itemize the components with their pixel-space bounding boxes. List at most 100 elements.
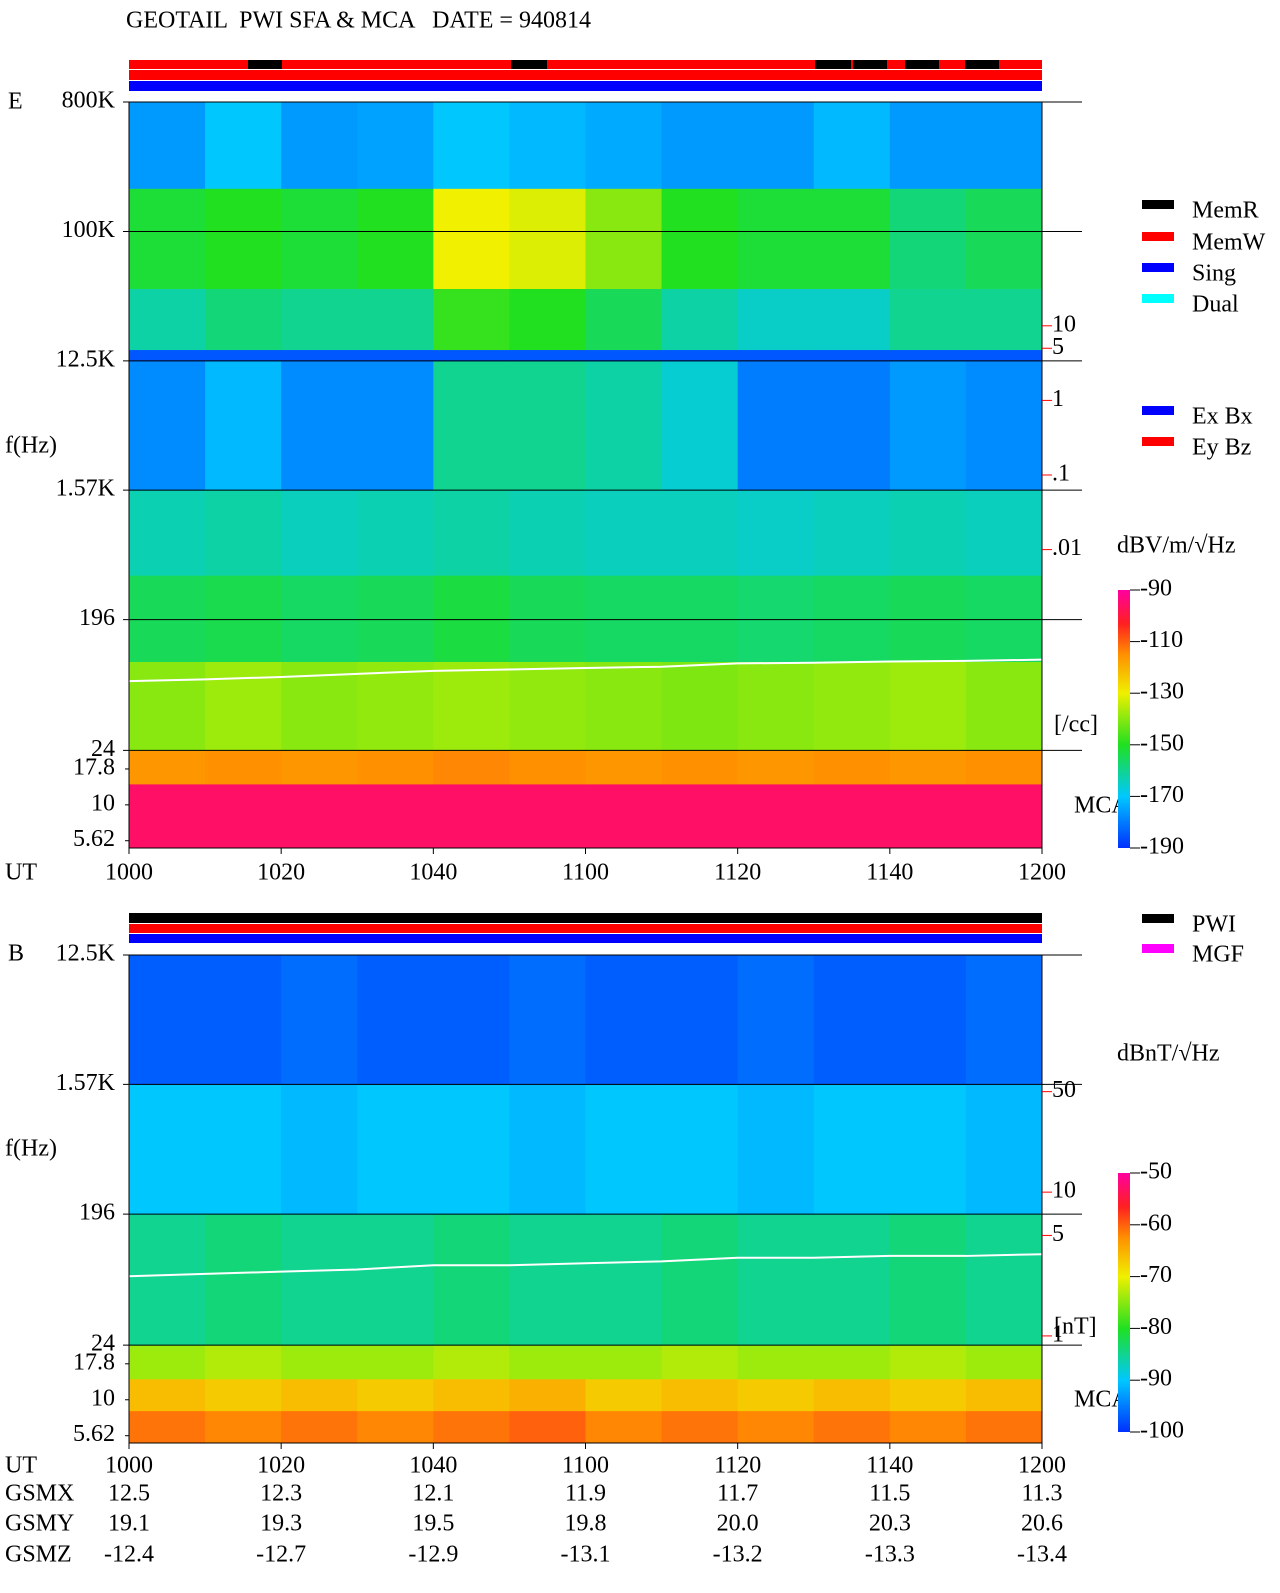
orbit-value: 12.3: [260, 1481, 302, 1507]
spectrogram-cell: [205, 661, 282, 751]
spectrogram-cell: [585, 288, 663, 351]
spectrogram-cell: [737, 360, 815, 491]
mode-segment: [965, 60, 999, 69]
spectrogram-cell: [129, 1345, 206, 1380]
orbit-value: 19.8: [565, 1511, 607, 1537]
spectrogram-cell: [509, 1084, 586, 1215]
spectrogram-cell: [661, 360, 739, 491]
spectrogram-cell: [129, 661, 206, 751]
spectrogram-cell: [433, 490, 510, 576]
spectrogram-cell: [585, 490, 663, 576]
spectrogram-cell: [509, 1378, 586, 1412]
spectrogram-cell: [813, 1345, 891, 1380]
spectrogram-cell: [433, 750, 510, 785]
spectrogram-cell: [281, 1410, 358, 1444]
spectrogram-cell: [509, 490, 586, 576]
spectrogram-cell: [129, 188, 206, 289]
colorbar-label: dBV/m/√Hz: [1117, 533, 1236, 559]
mode-segment: [905, 60, 939, 69]
spectrogram-cell: [889, 750, 967, 785]
y-tick-label: 24: [91, 736, 115, 762]
spectrogram-cell: [357, 1084, 434, 1215]
spectrogram-cell: [813, 288, 891, 351]
spectrogram-cell: [889, 1345, 967, 1380]
legend-swatch: [1142, 914, 1174, 923]
legend-label: MemR: [1192, 198, 1259, 224]
spectrogram-cell: [357, 360, 434, 491]
spectrogram-cell: [205, 349, 282, 362]
legend-label: MemW: [1192, 230, 1266, 256]
x-tick-label: 1020: [257, 860, 305, 886]
spectrogram-cell: [737, 102, 815, 189]
spectrogram-cell: [509, 955, 586, 1085]
spectrogram-cell: [357, 955, 434, 1085]
chart-title: GEOTAIL PWI SFA & MCA DATE = 940814: [126, 8, 591, 34]
legend-swatch: [1142, 200, 1174, 209]
colorbar-tick-label: -110: [1140, 627, 1183, 653]
spectrogram-cell: [281, 1214, 358, 1346]
spectrogram-cell: [889, 783, 967, 849]
mode-bar: [129, 913, 1042, 923]
spectrogram-cell: [357, 288, 434, 351]
spectrogram-cell: [129, 955, 206, 1085]
spectrogram-cell: [509, 1345, 586, 1380]
y-tick-label: 12.5K: [56, 941, 116, 967]
mode-segment: [511, 60, 547, 69]
orbit-value: 20.3: [869, 1511, 911, 1537]
spectrogram-cell: [585, 1214, 663, 1346]
mode-bar: [129, 81, 1042, 91]
x-tick-label: 1200: [1018, 860, 1066, 886]
spectrogram-cell: [737, 661, 815, 751]
spectrogram-cell: [661, 661, 739, 751]
spectrogram-cell: [129, 1378, 206, 1412]
spectrogram-cell: [737, 490, 815, 576]
spectrogram-cell: [509, 661, 586, 751]
spectrogram-cell: [281, 288, 358, 351]
orbit-value: 11.5: [869, 1481, 910, 1507]
spectrogram-cell: [509, 349, 586, 362]
spectrogram-cell: [585, 575, 663, 662]
spectrogram-cell: [205, 1214, 282, 1346]
spectrogram-cell: [205, 955, 282, 1085]
spectrogram-cell: [281, 349, 358, 362]
spectrogram-cell: [889, 955, 967, 1085]
x-tick-label: 1120: [714, 860, 761, 886]
y-tick-label: 100K: [62, 217, 116, 243]
mode-segment: [853, 60, 887, 69]
spectrogram-cell: [889, 349, 967, 362]
spectrogram-cell: [965, 575, 1043, 662]
x-tick-label: 1000: [105, 860, 153, 886]
x-tick-label: 1100: [562, 1453, 609, 1479]
spectrogram-cell: [433, 1084, 510, 1215]
orbit-value: 19.5: [412, 1511, 454, 1537]
legend-label: Sing: [1192, 261, 1236, 287]
spectrogram-cell: [585, 955, 663, 1085]
spectrogram-cell: [129, 783, 206, 849]
spectrogram-cell: [357, 783, 434, 849]
spectrogram-cell: [281, 750, 358, 785]
spectrogram-cell: [965, 1084, 1043, 1215]
spectrogram-cell: [585, 1378, 663, 1412]
y-tick-label: 196: [79, 605, 115, 631]
spectrogram-cell: [509, 783, 586, 849]
legend-label: PWI: [1192, 912, 1236, 938]
orbit-value: -13.2: [713, 1542, 763, 1568]
spectrogram-cell: [661, 955, 739, 1085]
spectrogram-cell: [813, 188, 891, 289]
y2-label: [/cc]: [1054, 712, 1098, 738]
spectrogram-cell: [965, 288, 1043, 351]
orbit-value: 20.0: [717, 1511, 759, 1537]
y-tick-label: 196: [79, 1200, 115, 1226]
spectrogram-cell: [813, 360, 891, 491]
mode-segment: [248, 60, 282, 69]
spectrogram-cell: [281, 1378, 358, 1412]
spectrogram-cell: [737, 955, 815, 1085]
spectrogram-cell: [661, 1378, 739, 1412]
spectrogram-cell: [889, 1378, 967, 1412]
spectrogram-cell: [129, 1410, 206, 1444]
y-tick-label: 12.5K: [56, 346, 116, 372]
mode-bar: [129, 60, 1042, 69]
y-tick-label: 17.8: [73, 1349, 115, 1375]
